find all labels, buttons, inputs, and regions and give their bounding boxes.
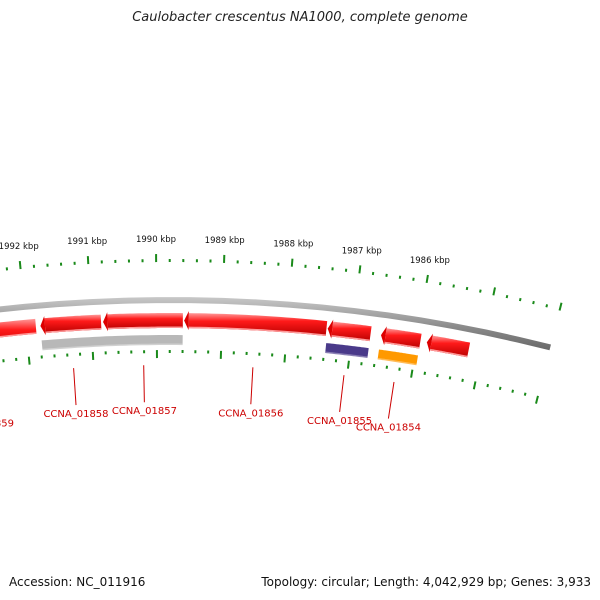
label-leader-line (387, 381, 395, 419)
gene-arrowhead (327, 319, 334, 339)
genome-backbone (0, 297, 551, 351)
minor-tick (518, 297, 522, 302)
feature-block (325, 343, 369, 358)
label-leader-line (73, 368, 77, 406)
minor-tick (479, 289, 482, 293)
tick-label: 1991 kbp (67, 237, 107, 247)
major-tick (18, 260, 22, 270)
gene-arrowhead (426, 333, 433, 353)
minor-tick (452, 284, 455, 288)
major-tick (425, 274, 429, 284)
major-tick (492, 287, 496, 296)
major-tick (535, 395, 539, 404)
major-tick (410, 369, 414, 378)
minor-tick (486, 383, 489, 388)
major-tick (290, 258, 294, 267)
minor-tick (439, 281, 442, 286)
gene-arrow (0, 318, 37, 338)
major-tick (283, 354, 287, 363)
feature-track (41, 335, 418, 367)
tick-label: 1989 kbp (205, 236, 245, 246)
tick-label: 1990 kbp (136, 235, 176, 245)
gene-arrow (107, 313, 183, 330)
accession-label: Accession: NC_011916 (9, 575, 146, 589)
major-tick (472, 381, 477, 390)
scale-ticks-inner (2, 349, 539, 404)
feature-highlight (42, 343, 183, 352)
gene-shadow (384, 341, 420, 349)
label-leader-line (143, 365, 145, 403)
gene-shadow (0, 332, 37, 338)
label-leader-line (250, 367, 254, 405)
scale-ticks-outer (5, 254, 563, 311)
minor-tick (465, 286, 469, 291)
gene-arrowhead (380, 326, 387, 346)
gene-arrowhead (184, 311, 189, 331)
gene-label: CCNA_01859 (0, 418, 14, 429)
minor-tick (523, 392, 527, 396)
minor-tick (498, 386, 502, 391)
gene-arrowhead (103, 312, 109, 332)
genome-summary: Topology: circular; Length: 4,042,929 bp… (261, 575, 591, 589)
gene-label: CCNA_01856 (218, 408, 283, 419)
feature-block (377, 349, 418, 366)
tick-label: 1992 kbp (0, 242, 39, 252)
feature-highlight (377, 357, 417, 367)
major-tick (358, 265, 362, 274)
gene-shadow (331, 335, 370, 342)
tick-label: 1987 kbp (342, 247, 382, 257)
minor-tick (461, 378, 464, 383)
tick-label: 1988 kbp (273, 240, 313, 250)
gene-labels: CCNA_01859 CCNA_01858 CCNA_01857 CCNA_01856… (0, 365, 421, 434)
minor-tick (505, 294, 509, 299)
minor-tick (423, 371, 427, 375)
minor-tick (436, 373, 439, 378)
gene-shadow (188, 326, 326, 336)
gene-shadow (45, 328, 102, 334)
gene-arrow (430, 335, 471, 358)
major-tick (27, 356, 31, 365)
page-title: Caulobacter crescentus NA1000, complete … (132, 10, 468, 25)
gene-arrow (188, 313, 328, 336)
minor-tick (511, 389, 515, 393)
major-tick (558, 302, 563, 311)
label-leader-line (339, 375, 345, 413)
gene-arrowhead (40, 316, 46, 336)
gene-label: CCNA_01854 (356, 423, 421, 434)
tick-label: 1986 kbp (410, 256, 450, 266)
gene-label: CCNA_01855 (307, 416, 372, 427)
minor-tick (532, 300, 535, 305)
gene-label: CCNA_01858 (43, 409, 108, 420)
gene-label: CCNA_01857 (112, 406, 177, 417)
major-tick (346, 360, 350, 369)
gene-shadow (107, 326, 183, 330)
feature-block (41, 335, 183, 351)
gene-track (0, 311, 471, 358)
gene-arrow (44, 314, 102, 334)
backbone-arc (0, 297, 551, 351)
minor-tick (545, 304, 549, 308)
minor-tick (448, 376, 452, 380)
feature-highlight (325, 351, 368, 359)
gene-shadow (430, 348, 468, 358)
